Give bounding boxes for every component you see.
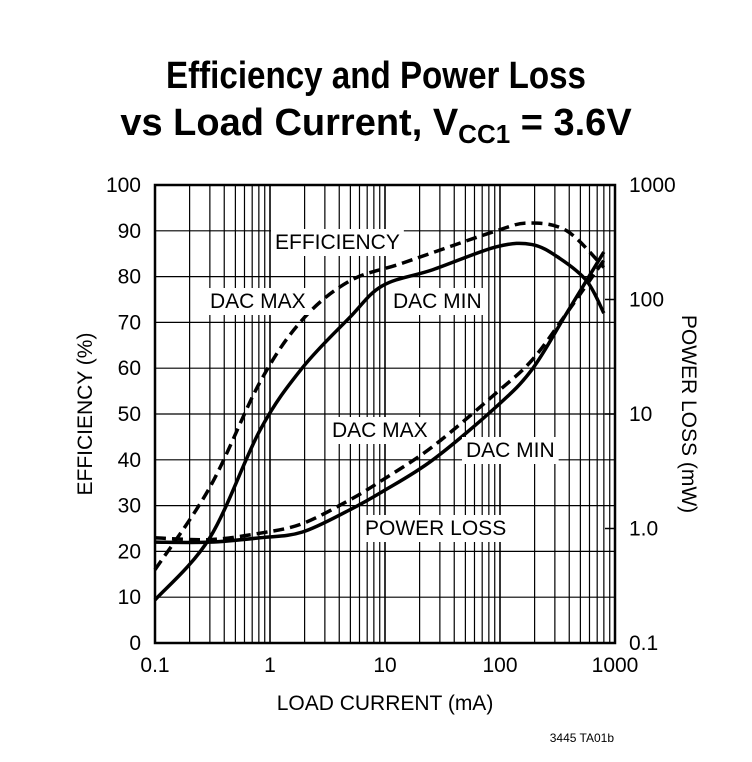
- annotations: EFFICIENCY DAC MAX DAC MIN DAC MAX DAC M…: [206, 229, 559, 542]
- annotation-background: [328, 417, 432, 444]
- annotation-background: [206, 288, 310, 315]
- annotation-background: [361, 515, 511, 542]
- power-loss-dac-max-curve: [154, 259, 606, 542]
- y-tick-label: 90: [118, 220, 141, 243]
- annotation-background: [389, 288, 486, 315]
- y-tick-label: 0: [129, 632, 141, 655]
- plot-frame: [153, 183, 617, 645]
- x-tick-label: 10: [373, 654, 396, 677]
- curves: [153, 221, 606, 602]
- y2-tick-label: 1000: [629, 174, 676, 197]
- chart-title-line2: vs Load Current, VCC1 = 3.6V: [120, 102, 632, 149]
- y-tick-label: 30: [118, 495, 141, 518]
- y-tick-label: 80: [118, 266, 141, 289]
- y-tick-label: 70: [118, 311, 141, 334]
- y2-axis-label: POWER LOSS (mW): [677, 315, 700, 513]
- y2-tick-label: 10: [629, 403, 652, 426]
- x-tick-label: 0.1: [140, 654, 169, 677]
- x-tick-label: 1000: [592, 654, 639, 677]
- annotation-background: [271, 229, 404, 256]
- annotation-pl-dac-max: DAC MAX: [332, 419, 428, 442]
- x-tick-label: 1: [264, 654, 276, 677]
- footer-code: 3445 TA01b: [550, 731, 615, 745]
- efficiency-dac-max-curve: [153, 221, 606, 571]
- y2-tick-label: 1.0: [629, 518, 658, 541]
- y-tick-label: 60: [118, 357, 141, 380]
- y-tick-label: 50: [118, 403, 141, 426]
- y-tick-label: 20: [118, 540, 141, 563]
- chart-title-line1: Efficiency and Power Loss: [166, 55, 586, 97]
- annotation-efficiency: EFFICIENCY: [275, 231, 400, 254]
- y2-tick-label: 0.1: [629, 632, 658, 655]
- annotation-eff-dac-max: DAC MAX: [210, 290, 306, 313]
- y2-tick-label: 100: [629, 289, 664, 312]
- y-tick-label: 10: [118, 586, 141, 609]
- annotation-eff-dac-min: DAC MIN: [393, 290, 482, 313]
- y-axis-label: EFFICIENCY (%): [74, 333, 97, 496]
- annotation-pl-dac-min: DAC MIN: [466, 439, 555, 462]
- efficiency-dac-min-curve: [153, 241, 606, 602]
- tick-labels: 01020304050607080901000.11.01010010000.1…: [106, 174, 676, 677]
- annotation-background: [462, 437, 559, 464]
- y-tick-label: 100: [106, 174, 141, 197]
- grid: [153, 183, 617, 645]
- annotation-power-loss: POWER LOSS: [365, 517, 506, 540]
- x-axis-label: LOAD CURRENT (mA): [277, 692, 494, 715]
- power-loss-dac-min-curve: [154, 251, 606, 545]
- y-tick-label: 40: [118, 449, 141, 472]
- x-tick-label: 100: [482, 654, 517, 677]
